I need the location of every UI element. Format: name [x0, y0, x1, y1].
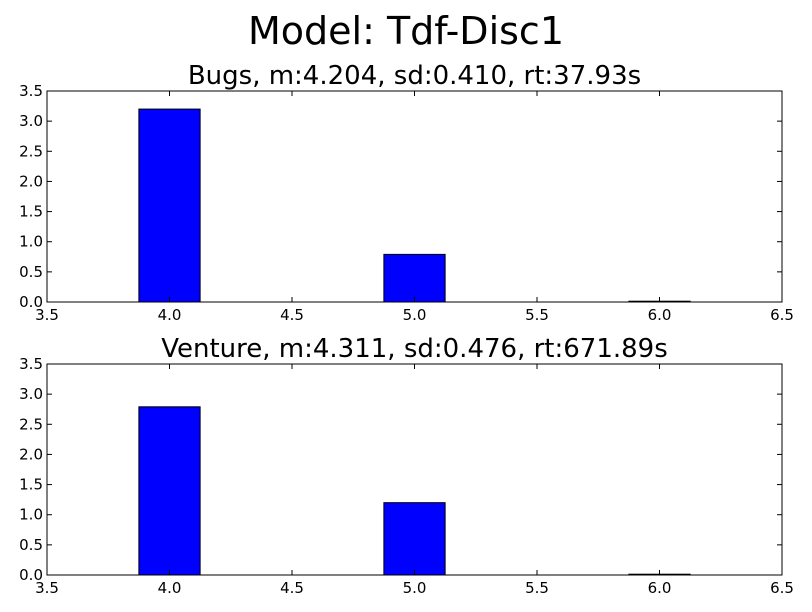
bugs-xtick-label: 6.5: [770, 306, 794, 324]
bugs-ytick-label: 2.5: [19, 142, 43, 160]
figure-title: Model: Tdf-Disc1: [248, 9, 564, 53]
venture-panel-title: Venture, m:4.311, sd:0.476, rt:671.89s: [161, 334, 668, 364]
bugs-xtick-label: 4.5: [280, 306, 304, 324]
venture-ytick-label: 0.0: [19, 566, 43, 584]
bugs-ytick-label: 0.5: [19, 263, 43, 281]
bugs-bar-4.0: [138, 108, 201, 303]
bugs-xtick-label: 5.0: [403, 306, 427, 324]
bugs-xtick-label: 6.0: [648, 306, 672, 324]
bugs-panel-title: Bugs, m:4.204, sd:0.410, rt:37.93s: [188, 61, 641, 91]
venture-xtick-label: 4.0: [158, 579, 182, 597]
venture-ytick-label: 1.5: [19, 476, 43, 494]
bugs-xtick-label: 3.5: [35, 306, 59, 324]
venture-histogram-panel: Venture, m:4.311, sd:0.476, rt:671.89s 3.…: [19, 334, 794, 597]
venture-xtick-label: 4.5: [280, 579, 304, 597]
venture-ytick-label: 1.0: [19, 506, 43, 524]
venture-ytick-label: 0.5: [19, 536, 43, 554]
venture-ytick-label: 2.0: [19, 445, 43, 463]
bugs-ytick-label: 3.0: [19, 112, 43, 130]
bugs-bar-5.0: [383, 253, 446, 303]
bugs-xtick-label: 4.0: [158, 306, 182, 324]
bugs-ytick-label: 3.5: [19, 82, 43, 100]
venture-xtick-label: 3.5: [35, 579, 59, 597]
bugs-ytick-label: 2.0: [19, 172, 43, 190]
venture-ytick-label: 3.5: [19, 355, 43, 373]
venture-ytick-label: 3.0: [19, 385, 43, 403]
bugs-ytick-label: 1.5: [19, 203, 43, 221]
venture-ytick-label: 2.5: [19, 415, 43, 433]
bugs-ytick-label: 1.0: [19, 233, 43, 251]
venture-xtick-label: 5.5: [525, 579, 549, 597]
bugs-xtick-label: 5.5: [525, 306, 549, 324]
venture-bar-4.0: [138, 406, 201, 576]
venture-bar-5.0: [383, 502, 446, 576]
venture-xtick-label: 6.0: [648, 579, 672, 597]
venture-xtick-label: 5.0: [403, 579, 427, 597]
bugs-histogram-panel: Bugs, m:4.204, sd:0.410, rt:37.93s 3.5 4.0…: [19, 61, 794, 324]
bugs-ytick-label: 0.0: [19, 293, 43, 311]
venture-xtick-label: 6.5: [770, 579, 794, 597]
